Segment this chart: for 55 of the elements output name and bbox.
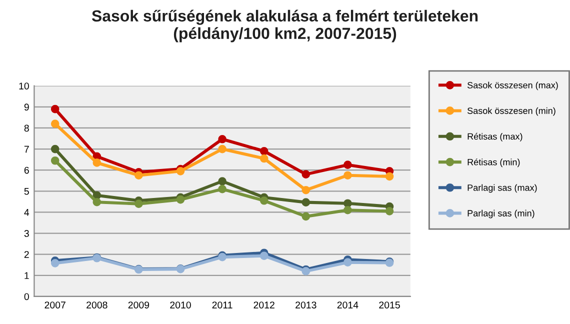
- point: [302, 198, 310, 206]
- point: [344, 160, 352, 169]
- y-tick-label: 6: [24, 166, 29, 174]
- point: [218, 177, 226, 186]
- y-tick-label: 3: [24, 230, 29, 237]
- point: [260, 154, 268, 163]
- x-tick-label: 2011: [212, 302, 232, 308]
- point: [92, 158, 102, 167]
- point: [385, 207, 394, 216]
- x-tick-label: 2014: [337, 302, 358, 308]
- y-tick-label: 8: [24, 124, 29, 132]
- legend-label: Sasok összesen (max): [467, 82, 558, 90]
- point: [260, 146, 268, 156]
- point: [50, 259, 60, 268]
- y-tick-label: 1: [24, 272, 29, 279]
- point: [260, 196, 268, 205]
- point: [385, 172, 394, 181]
- y-tick-label: 9: [24, 104, 29, 111]
- y-tick-label: 4: [24, 209, 30, 216]
- point: [218, 144, 226, 154]
- x-tick-label: 2015: [379, 302, 400, 308]
- point: [50, 104, 60, 114]
- point: [218, 184, 226, 194]
- point: [260, 252, 268, 260]
- point: [50, 144, 60, 154]
- point: [302, 212, 310, 221]
- point: [134, 171, 143, 180]
- x-tick-label: 2007: [44, 302, 66, 308]
- point: [344, 258, 352, 267]
- legend-label: Sasok összesen (min): [467, 107, 556, 116]
- point: [92, 198, 102, 206]
- legend-label: Parlagi sas (max): [468, 184, 537, 193]
- legend-label: Parlagi sas (min): [468, 210, 534, 218]
- point: [218, 134, 226, 144]
- y-tick-label: 10: [19, 82, 29, 90]
- y-tick-label: 0: [24, 293, 29, 300]
- y-tick-label: 5: [24, 188, 29, 195]
- point: [302, 170, 310, 178]
- legend-label: Rétisas (max): [468, 132, 522, 142]
- point: [302, 186, 310, 194]
- legend-label: Rétisas (min): [468, 158, 520, 168]
- point: [50, 156, 60, 165]
- x-tick-label: 2013: [296, 302, 316, 308]
- x-tick-label: 2009: [128, 302, 150, 308]
- point: [50, 120, 60, 128]
- y-tick-label: 7: [24, 146, 29, 153]
- chart-title: Sasok sűrűségének alakulása a felmért területeken (példány/100 km2, 2007-2015): [92, 10, 478, 42]
- point: [344, 206, 352, 214]
- y-tick-label: 2: [24, 251, 29, 258]
- point: [134, 200, 143, 208]
- point: [344, 199, 352, 208]
- point: [344, 171, 352, 180]
- x-tick-label: 2012: [254, 302, 274, 308]
- x-tick-label: 2010: [170, 302, 191, 308]
- x-tick-label: 2008: [86, 302, 108, 308]
